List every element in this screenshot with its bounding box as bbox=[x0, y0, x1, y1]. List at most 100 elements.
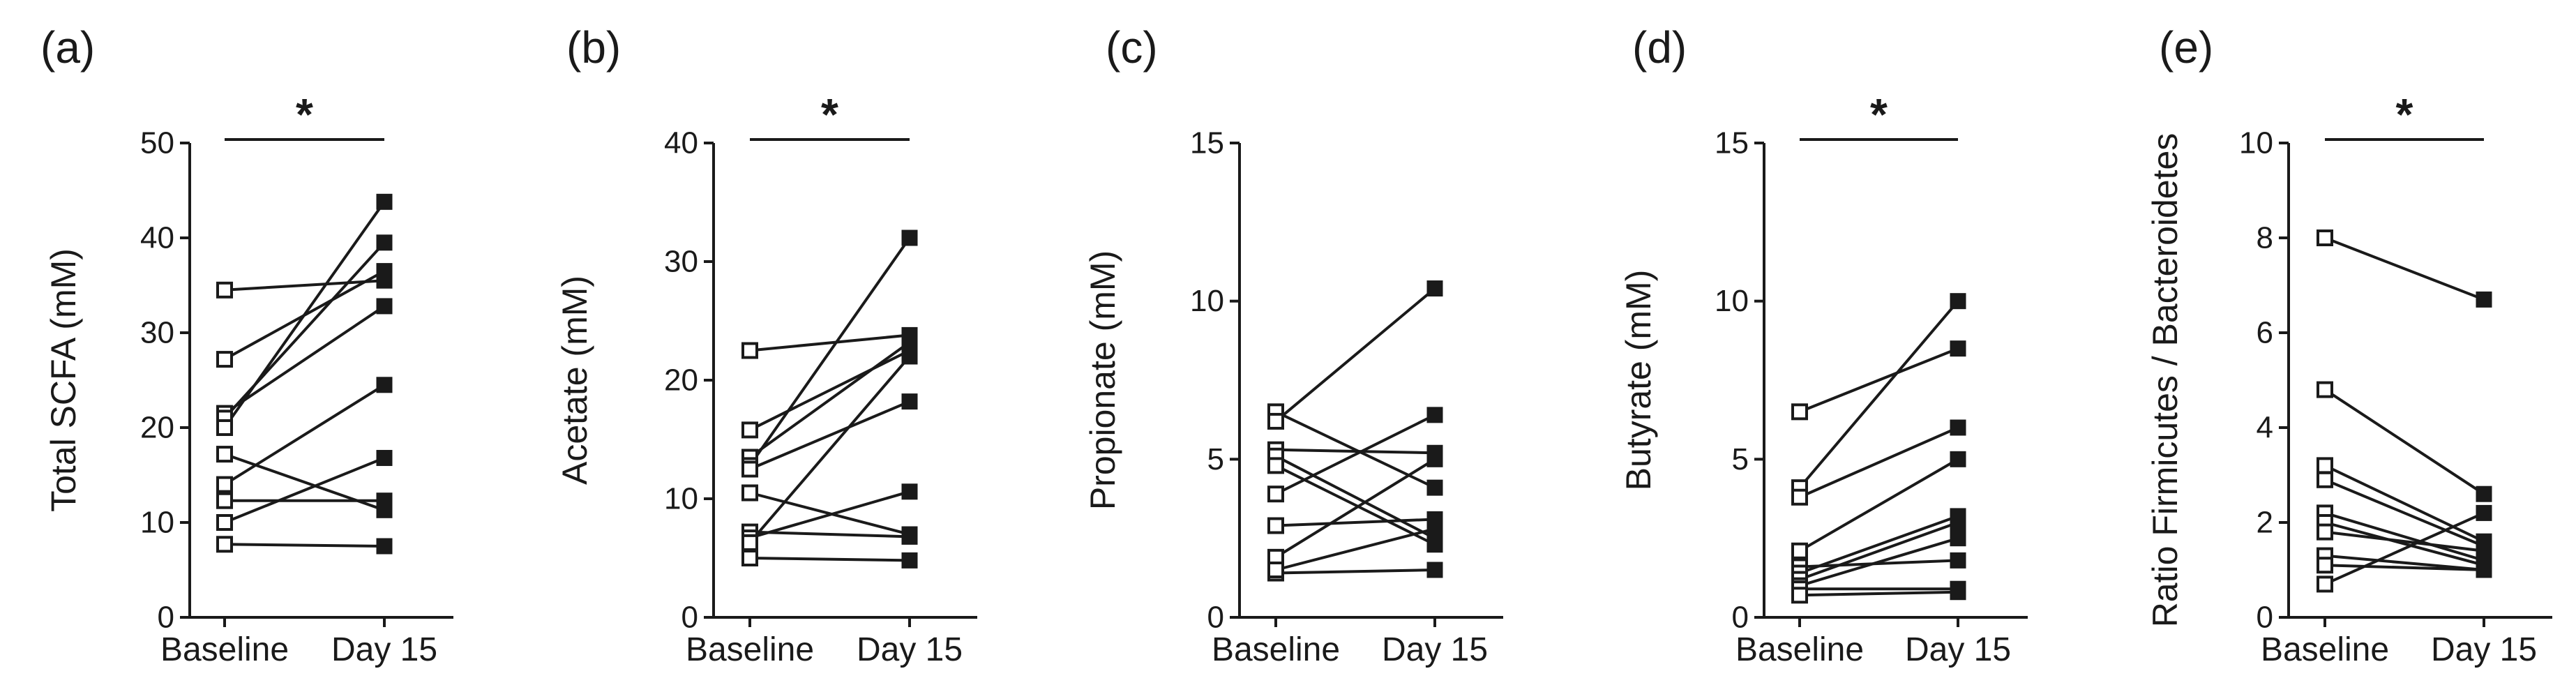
panel-e-day15-point bbox=[2476, 485, 2492, 502]
panel-e-pair-line bbox=[2324, 464, 2485, 543]
panel-a-pair-line bbox=[224, 543, 385, 548]
panel-e-pair-line bbox=[2324, 530, 2485, 552]
panel-d-day15-point bbox=[1950, 514, 1966, 531]
panel-c-pair-line bbox=[1275, 448, 1436, 455]
panel-e-pair-line bbox=[2324, 521, 2485, 567]
panel-a-baseline-point bbox=[216, 351, 233, 368]
panel-e-baseline-point bbox=[2317, 523, 2333, 541]
panel-e-baseline-point bbox=[2317, 381, 2333, 398]
panel-b-day15-point bbox=[901, 393, 918, 410]
panel-c-baseline-point bbox=[1267, 412, 1284, 430]
panel-b-baseline-point bbox=[741, 421, 758, 439]
panel-a-significance-star: * bbox=[296, 89, 313, 140]
panel-a-day15-point bbox=[376, 193, 393, 210]
panel-e-pair-line bbox=[2324, 554, 2485, 571]
panel-e-pair-line bbox=[2324, 511, 2485, 562]
panel-c-baseline-point bbox=[1267, 485, 1284, 503]
panel-b-day15-point bbox=[901, 528, 918, 545]
panel-a-day15-point bbox=[376, 492, 393, 509]
panel-c-y-tick-label: 15 bbox=[1190, 126, 1224, 160]
panel-a-day15-point bbox=[376, 263, 393, 280]
panel-b-pair-line bbox=[749, 530, 910, 539]
panel-b-day15-point bbox=[901, 483, 918, 500]
panel-d-y-tick-label: 15 bbox=[1715, 126, 1749, 160]
panel-c-pair-line bbox=[1275, 414, 1436, 495]
panel-e-y-tick-label: 10 bbox=[2239, 126, 2273, 160]
panel-b-baseline-point bbox=[741, 460, 758, 478]
panel-e-day15-point bbox=[2476, 504, 2492, 521]
panel-c-pair-line bbox=[1275, 455, 1436, 540]
panel-c-day15-point bbox=[1426, 280, 1443, 297]
panel-e-y-tick-label: 0 bbox=[2257, 601, 2273, 635]
panel-a-baseline-point bbox=[216, 492, 233, 509]
panel-d-day15-point bbox=[1950, 552, 1966, 569]
panel-b-y-tick-label: 40 bbox=[664, 126, 698, 160]
panel-a-y-tick-label: 0 bbox=[158, 601, 174, 635]
panel-e-day15-point bbox=[2476, 291, 2492, 308]
panel-a-pair-line bbox=[224, 279, 385, 292]
panel-c-baseline-point bbox=[1267, 457, 1284, 474]
panel-e-day15-point bbox=[2476, 543, 2492, 559]
panel-d-pair-line bbox=[1799, 536, 1959, 587]
panel-b-pair-line bbox=[749, 490, 910, 540]
panel-a-pair-line bbox=[224, 456, 385, 524]
panel-c-pair-line bbox=[1275, 527, 1436, 571]
panel-e-label: (e) bbox=[2159, 22, 2213, 73]
panel-d-significance-star: * bbox=[1870, 89, 1888, 140]
panel-b-pair-line bbox=[749, 333, 910, 352]
panel-e-y-tick-label: 2 bbox=[2257, 506, 2273, 540]
panel-b-significance-star: * bbox=[821, 89, 838, 140]
panel-e-x-tick-label: Day 15 bbox=[2431, 631, 2537, 668]
panel-d-pair-line bbox=[1799, 521, 1959, 581]
panel-b-pair-line bbox=[749, 400, 910, 471]
panel-a-baseline-point bbox=[216, 281, 233, 299]
panel-a-baseline-point bbox=[216, 514, 233, 531]
panel-d-day15-point bbox=[1950, 340, 1966, 357]
panel-b-day15-point bbox=[901, 334, 918, 351]
panel-c-y-tick-label: 0 bbox=[1207, 601, 1224, 635]
panel-c-day15-point bbox=[1426, 536, 1443, 553]
panel-e-pair-line bbox=[2324, 564, 2485, 571]
panel-c-pair-line bbox=[1274, 458, 1436, 559]
panel-a-y-tick-label: 50 bbox=[140, 126, 174, 160]
panel-c-pair-line bbox=[1274, 287, 1436, 423]
panel-b-x-tick-label: Day 15 bbox=[857, 631, 963, 668]
panel-c-baseline-point bbox=[1267, 517, 1284, 534]
panel-a-day15-point bbox=[376, 298, 393, 315]
panel-e-x-tick-label: Baseline bbox=[2261, 631, 2389, 668]
panel-a-baseline-point bbox=[216, 446, 233, 463]
panel-e-pair-line bbox=[2324, 478, 2485, 548]
panel-d-y-axis-label: Butyrate (mM) bbox=[1619, 270, 1658, 491]
panel-c-day15-point bbox=[1426, 562, 1443, 578]
panel-e-y-tick-label: 4 bbox=[2257, 411, 2273, 445]
panel-d-baseline-point bbox=[1791, 403, 1808, 421]
panel-a-y-tick-label: 20 bbox=[140, 411, 174, 445]
panel-d-pair-line bbox=[1798, 300, 1959, 489]
panel-d-baseline-point bbox=[1791, 587, 1808, 604]
panel-d-pair-line bbox=[1798, 458, 1959, 552]
panel-e-y-tick-label: 8 bbox=[2257, 221, 2273, 255]
panel-d-day15-point bbox=[1950, 293, 1966, 310]
panel-a-x-tick-label: Baseline bbox=[160, 631, 289, 668]
panel-a-label: (a) bbox=[40, 22, 95, 73]
panel-d-pair-line bbox=[1799, 515, 1959, 575]
panel-b-baseline-point bbox=[741, 484, 758, 502]
panel-b-pair-line bbox=[749, 349, 910, 432]
panel-a-y-axis-label: Total SCFA (mM) bbox=[44, 248, 83, 512]
panel-d-pair-line bbox=[1799, 426, 1959, 499]
panel-c-pair-line bbox=[1275, 464, 1436, 546]
panel-e-baseline-point bbox=[2317, 557, 2333, 574]
panel-b-y-tick-label: 20 bbox=[664, 363, 698, 398]
panel-a-pair-line bbox=[223, 201, 386, 429]
panel-c-x-tick-label: Baseline bbox=[1212, 631, 1340, 668]
panel-a-day15-point bbox=[376, 450, 393, 467]
panel-a-baseline-point bbox=[216, 536, 233, 553]
panel-e-pair-line bbox=[2323, 388, 2485, 495]
panel-a-y-tick-label: 10 bbox=[140, 506, 174, 540]
panel-b-y-tick-label: 10 bbox=[664, 482, 698, 516]
panel-a-baseline-point bbox=[216, 476, 233, 493]
panel-c-baseline-point bbox=[1267, 562, 1284, 578]
panel-d-y-tick-label: 5 bbox=[1732, 442, 1749, 476]
panel-d-day15-point bbox=[1950, 530, 1966, 547]
panel-d-x-tick-label: Day 15 bbox=[1905, 631, 2011, 668]
